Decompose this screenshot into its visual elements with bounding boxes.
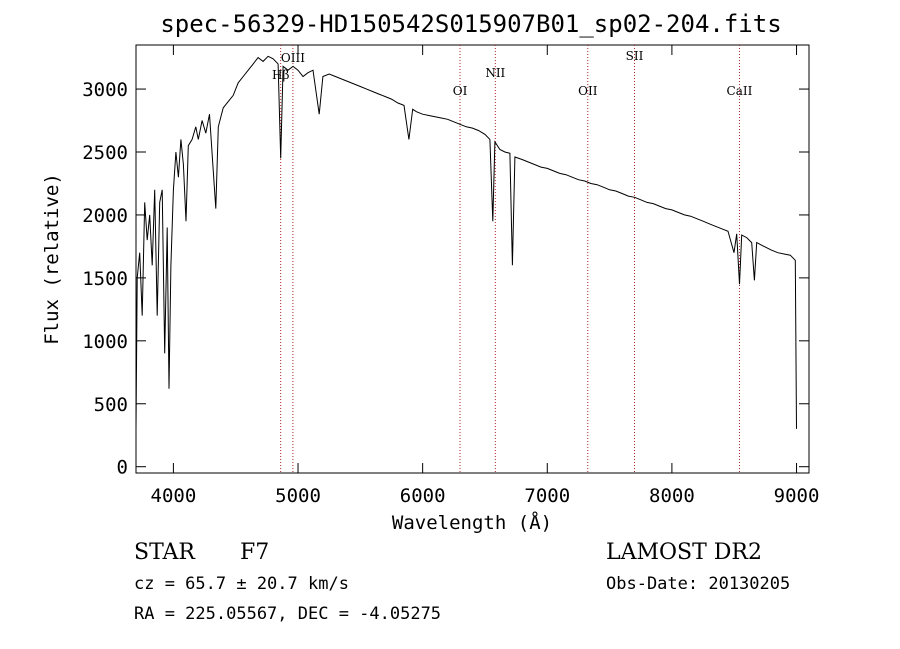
y-axis-ticks: 0 500 1000 1500 2000 2500 3000 <box>82 79 809 479</box>
line-marker-label: OIII <box>281 51 305 65</box>
emission-line-markers: Hβ OIII OI NII OII SII CaII <box>272 45 753 473</box>
y-tick-label: 1500 <box>82 268 128 290</box>
x-tick-label: 9000 <box>774 485 820 507</box>
coordinates: RA = 225.05567, DEC = -4.05275 <box>134 604 441 624</box>
redshift-value: cz = 65.7 ± 20.7 km/s <box>134 574 349 594</box>
line-marker-label: CaII <box>727 84 753 98</box>
plot-frame <box>135 44 810 474</box>
x-tick-label: 4000 <box>151 485 197 507</box>
spectrum-line <box>135 55 797 429</box>
y-tick-label: 2500 <box>82 142 128 164</box>
spectrum-series <box>135 55 797 429</box>
chart-title: spec-56329-HD150542S015907B01_sp02-204.f… <box>160 10 781 38</box>
x-tick-label: 8000 <box>649 485 695 507</box>
object-class: STAR <box>134 540 196 565</box>
line-marker-label: SII <box>626 49 644 63</box>
y-tick-label: 0 <box>117 457 128 479</box>
x-tick-label: 6000 <box>400 485 446 507</box>
line-marker-label: Hβ <box>272 68 289 82</box>
x-tick-label: 5000 <box>275 485 321 507</box>
y-tick-label: 1000 <box>82 331 128 353</box>
line-marker-label: OI <box>453 84 468 98</box>
observation-date: Obs-Date: 20130205 <box>606 574 790 594</box>
line-marker-label: OII <box>578 84 598 98</box>
object-subclass: F7 <box>240 540 269 565</box>
line-marker-label: NII <box>485 66 505 80</box>
y-tick-label: 3000 <box>82 79 128 101</box>
y-tick-label: 500 <box>94 394 128 416</box>
x-axis-ticks: 4000 5000 6000 7000 8000 9000 <box>151 45 820 507</box>
survey-name: LAMOST DR2 <box>606 540 762 565</box>
x-tick-label: 7000 <box>524 485 570 507</box>
x-axis-label: Wavelength (Å) <box>392 511 552 534</box>
y-tick-label: 2000 <box>82 205 128 227</box>
y-axis-label: Flux (relative) <box>41 173 63 345</box>
spectrum-info: STAR F7 LAMOST DR2 cz = 65.7 ± 20.7 km/s… <box>134 540 790 624</box>
